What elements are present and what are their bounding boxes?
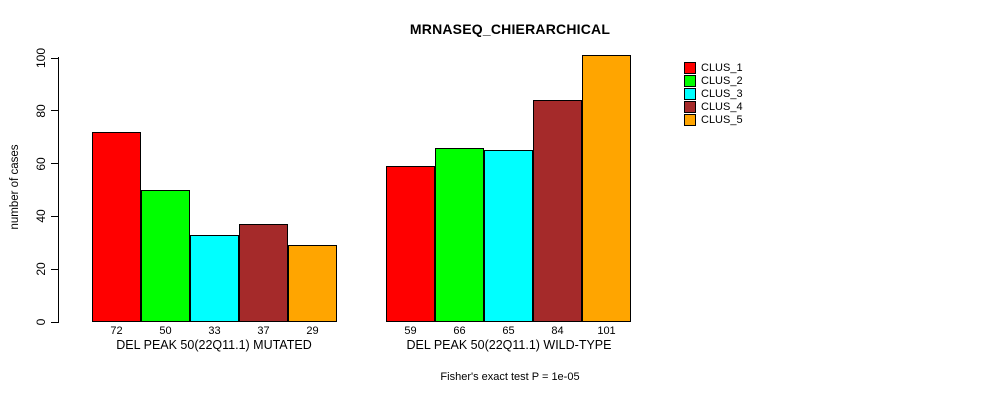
legend-label: CLUS_1 (701, 61, 743, 74)
group-label-mutated: DEL PEAK 50(22Q11.1) MUTATED (116, 338, 312, 352)
legend-item-clus_4: CLUS_4 (684, 101, 743, 114)
bar-value-label: 50 (159, 325, 172, 337)
legend-swatch-icon (684, 87, 696, 100)
group-label-wild-type: DEL PEAK 50(22Q11.1) WILD-TYPE (406, 338, 612, 352)
y-tick-label: 40 (34, 209, 48, 224)
bar-value-label: 101 (597, 325, 616, 337)
bar-clus_3-group1 (190, 234, 239, 322)
legend-swatch-icon (684, 101, 696, 114)
bar-value-label: 72 (110, 325, 123, 337)
bar-clus_5-group1 (288, 245, 337, 322)
legend-item-clus_5: CLUS_5 (684, 114, 743, 127)
legend-swatch-icon (684, 74, 696, 87)
y-tick-label: 20 (34, 262, 48, 276)
legend-label: CLUS_3 (701, 87, 743, 100)
y-axis-line (58, 57, 59, 323)
y-tick-label: 100 (34, 47, 48, 69)
legend-swatch-icon (684, 61, 696, 74)
legend-label: CLUS_4 (701, 101, 743, 114)
footer-annotation: Fisher's exact test P = 1e-05 (440, 371, 580, 383)
bar-clus_2-group2 (435, 147, 484, 322)
y-tick-mark (51, 110, 59, 112)
legend-label: CLUS_5 (701, 114, 743, 127)
bar-value-label: 66 (453, 325, 466, 337)
bar-clus_2-group1 (141, 190, 190, 322)
bar-value-label: 59 (404, 325, 417, 337)
bar-clus_1-group1 (92, 131, 141, 322)
y-tick-mark (51, 268, 59, 270)
y-tick-mark (51, 57, 59, 59)
y-axis-label: number of cases (9, 144, 21, 230)
bar-value-label: 65 (502, 325, 515, 337)
legend: CLUS_1 CLUS_2 CLUS_3 CLUS_4 CLUS_5 (684, 61, 743, 127)
bar-clus_4-group2 (533, 100, 582, 322)
legend-item-clus_2: CLUS_2 (684, 74, 743, 87)
legend-swatch-icon (684, 114, 696, 127)
legend-item-clus_3: CLUS_3 (684, 87, 743, 100)
bar-value-label: 29 (306, 325, 319, 337)
chart-title: MRNASEQ_CHIERARCHICAL (409, 21, 611, 37)
bar-value-label: 33 (208, 325, 221, 337)
bar-value-label: 37 (257, 325, 270, 337)
legend-item-clus_1: CLUS_1 (684, 61, 743, 74)
y-tick-label: 0 (34, 318, 48, 326)
bar-clus_3-group2 (484, 150, 533, 322)
bar-clus_1-group2 (386, 166, 435, 322)
y-tick-mark (51, 321, 59, 323)
bar-value-label: 84 (551, 325, 564, 337)
y-tick-label: 80 (34, 104, 48, 118)
bar-clus_5-group2 (582, 55, 631, 322)
legend-label: CLUS_2 (701, 74, 743, 87)
bar-clus_4-group1 (239, 224, 288, 322)
y-tick-mark (51, 163, 59, 165)
y-tick-label: 60 (34, 156, 48, 171)
y-tick-mark (51, 215, 59, 217)
